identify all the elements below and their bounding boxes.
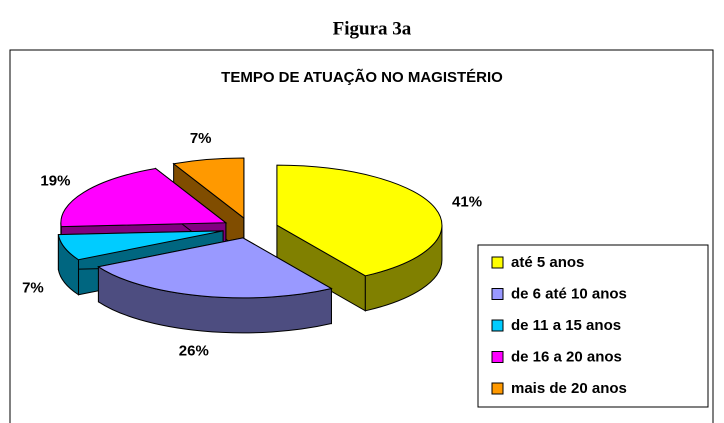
figure-caption: Figura 3a bbox=[333, 18, 412, 39]
slice bbox=[97, 237, 333, 299]
slice bbox=[276, 164, 443, 277]
slice bbox=[57, 230, 224, 261]
chart-title: TEMPO DE ATUAÇÃO NO MAGISTÉRIO bbox=[221, 68, 503, 86]
legend-label: de 6 até 10 anos bbox=[511, 285, 627, 302]
slice bbox=[60, 167, 228, 228]
legend-swatch bbox=[491, 351, 504, 363]
legend-swatch bbox=[491, 288, 504, 300]
legend-label: mais de 20 anos bbox=[511, 380, 627, 397]
chart-frame bbox=[9, 49, 714, 423]
legend-box bbox=[477, 244, 709, 408]
data-label: 19% bbox=[40, 173, 70, 190]
slice bbox=[172, 157, 245, 220]
data-label: 7% bbox=[22, 279, 44, 296]
legend-label: de 11 a 15 anos bbox=[511, 317, 621, 334]
data-label: 26% bbox=[179, 342, 209, 359]
legend-swatch bbox=[491, 256, 504, 269]
legend-label: de 16 a 20 anos bbox=[511, 348, 622, 365]
legend-swatch bbox=[491, 382, 504, 395]
data-label: 41% bbox=[452, 194, 482, 211]
legend-label: até 5 anos bbox=[511, 254, 584, 271]
data-label: 7% bbox=[190, 130, 212, 147]
legend-swatch bbox=[491, 319, 504, 332]
